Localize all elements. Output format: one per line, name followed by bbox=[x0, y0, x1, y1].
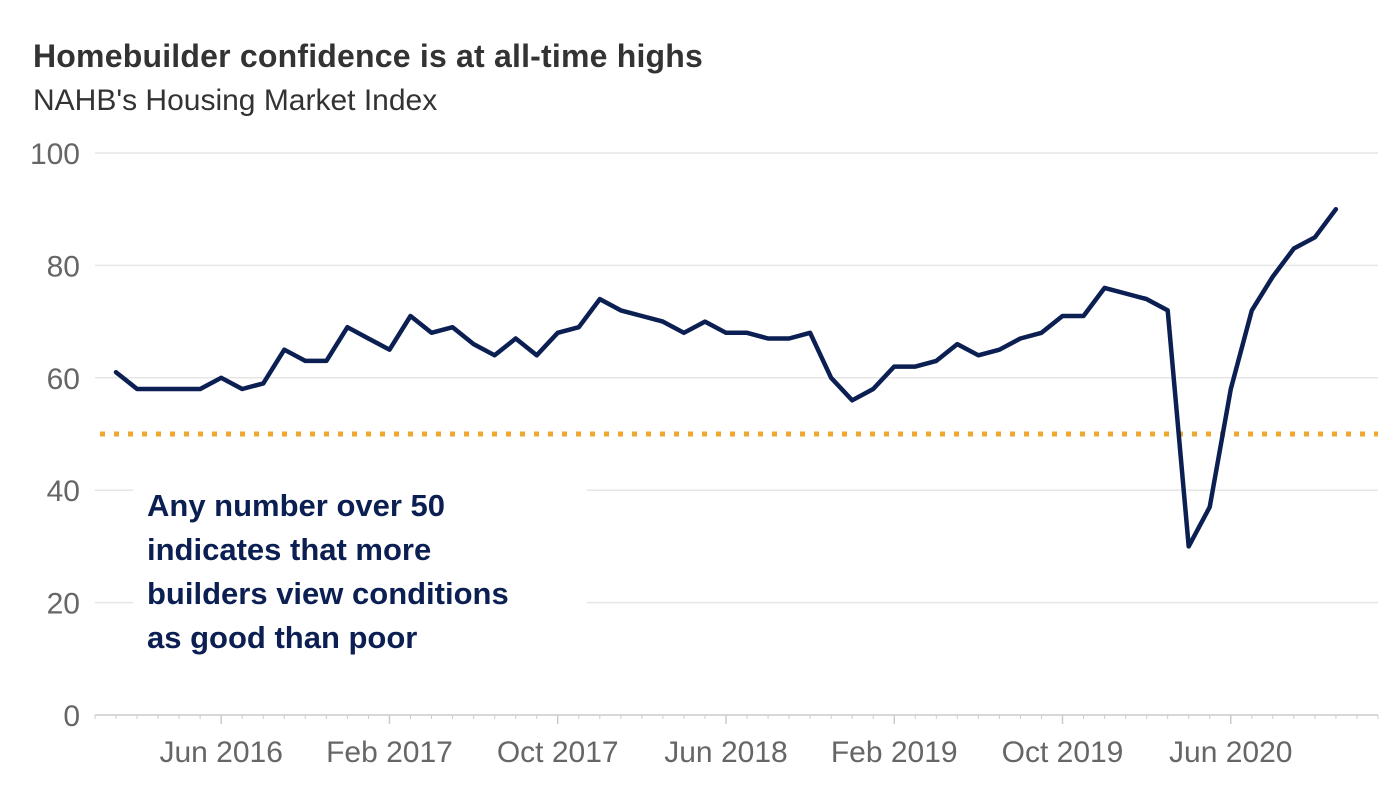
annotation-line: Any number over 50 bbox=[147, 488, 446, 523]
x-tick-label: Feb 2019 bbox=[831, 736, 958, 769]
data-points bbox=[115, 209, 1337, 547]
annotation-line: as good than poor bbox=[147, 620, 418, 655]
chart-subtitle: NAHB's Housing Market Index bbox=[33, 84, 438, 117]
y-tick-label: 40 bbox=[47, 475, 80, 508]
x-tick-label: Feb 2017 bbox=[326, 736, 453, 769]
y-tick-label: 100 bbox=[30, 138, 80, 171]
y-axis: 0 20 40 60 80 100 bbox=[30, 138, 80, 733]
annotation-box: Any number over 50 indicates that more b… bbox=[133, 478, 587, 666]
chart-title: Homebuilder confidence is at all-time hi… bbox=[33, 38, 704, 74]
x-tick-label: Oct 2019 bbox=[1002, 736, 1124, 769]
x-tick-label: Jun 2018 bbox=[664, 736, 787, 769]
annotation-line: indicates that more bbox=[147, 532, 432, 567]
y-tick-label: 60 bbox=[47, 363, 80, 396]
y-tick-label: 0 bbox=[63, 700, 80, 733]
y-tick-label: 80 bbox=[47, 250, 80, 283]
x-tick-label: Jun 2016 bbox=[159, 736, 282, 769]
y-tick-label: 20 bbox=[47, 588, 80, 621]
annotation-line: builders view conditions bbox=[147, 576, 509, 611]
x-tick-label: Oct 2017 bbox=[497, 736, 619, 769]
x-axis: Jun 2016 Feb 2017 Oct 2017 Jun 2018 Feb 2019… bbox=[94, 714, 1379, 769]
x-tick-label: Jun 2020 bbox=[1169, 736, 1292, 769]
